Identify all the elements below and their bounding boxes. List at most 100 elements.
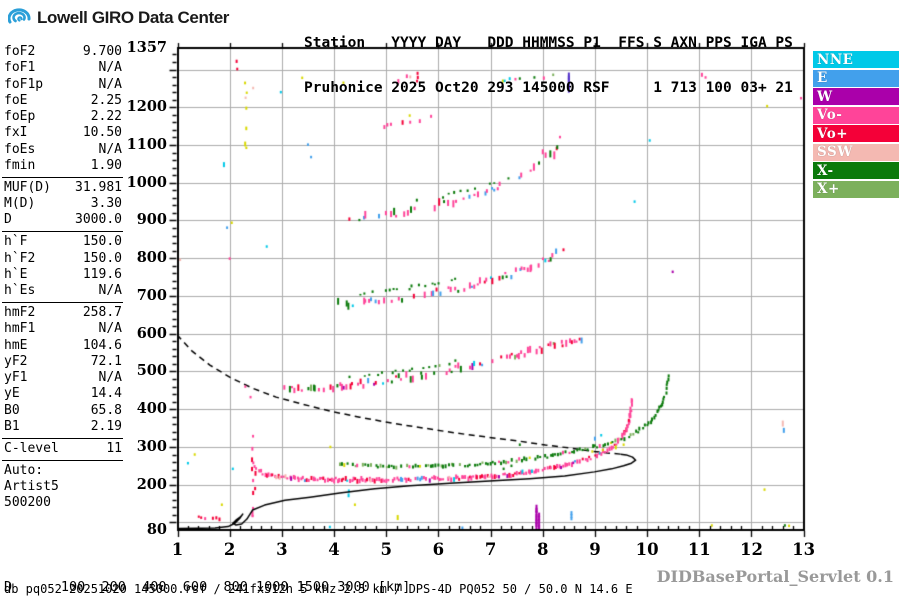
param-value: N/A (98, 141, 122, 157)
param-row: h`F2 150.0 (4, 251, 122, 267)
legend-label: X- (817, 162, 834, 179)
param-row: hmF1 N/A (4, 321, 122, 337)
giro-wave-icon (7, 6, 33, 30)
legend-item-vo+: Vo+ (813, 125, 899, 142)
param-value: 14.4 (90, 386, 122, 402)
param-label: fxI (4, 125, 28, 141)
param-row: B0 65.8 (4, 403, 122, 419)
param-divider (2, 437, 123, 439)
param-row: MUF(D) 31.981 (4, 180, 122, 196)
param-divider (2, 231, 123, 233)
param-value: 3.30 (90, 196, 122, 212)
x-axis-tick-label: 9 (589, 540, 601, 559)
x-axis-tick-label: 3 (276, 540, 288, 559)
param-label: M(D) (4, 196, 36, 212)
legend-label: NNE (817, 51, 854, 68)
x-axis-tick-label: 11 (687, 540, 711, 559)
param-value: 10.50 (82, 125, 122, 141)
measurement-status-line: db pq052 20251020 145000.rsf / 241fx512h… (4, 582, 633, 596)
legend-label: X+ (817, 181, 840, 197)
station-header: Station YYYY DAY DDD HHMMSS P1 FFS S AXN… (304, 6, 793, 126)
y-axis-tick-label: 300 (136, 437, 167, 455)
legend-item-vo-: Vo- (813, 106, 899, 124)
param-row: foEp 2.22 (4, 109, 122, 125)
y-axis-tick-label: 800 (136, 249, 167, 267)
y-axis-tick-label: 400 (136, 400, 167, 418)
param-row: C-level 11 (4, 441, 122, 457)
param-value: 72.1 (90, 353, 122, 369)
param-value: 1.90 (90, 158, 122, 174)
y-axis-tick-label: 80 (146, 521, 167, 538)
param-row: foE 2.25 (4, 93, 122, 109)
y-axis-tick-label: 1200 (126, 98, 167, 116)
y-axis-tick-label: 600 (136, 324, 167, 342)
x-axis-tick-label: 12 (739, 540, 763, 559)
y-axis-tick-label: 1000 (126, 173, 167, 191)
param-label: h`Es (4, 283, 36, 299)
legend-item-nne: NNE (813, 51, 899, 68)
x-axis-tick-label: 13 (792, 540, 816, 559)
param-value: 2.22 (90, 109, 122, 125)
param-divider (2, 459, 123, 461)
param-value: 104.6 (82, 337, 122, 353)
param-label: foF1 (4, 60, 36, 76)
x-axis-tick-label: 10 (635, 540, 659, 559)
param-value: 31.981 (75, 179, 122, 195)
x-axis-tick-label: 4 (328, 540, 340, 559)
param-row: foF2 9.700 (4, 44, 122, 60)
param-row: hmF2 258.7 (4, 305, 122, 321)
param-value: N/A (98, 370, 122, 386)
param-label: h`F (4, 234, 28, 250)
param-label: C-level (4, 440, 59, 456)
param-value: N/A (98, 76, 122, 92)
param-row: fxI 10.50 (4, 125, 122, 141)
direction-legend: NNE E W Vo- Vo+ SSW X- X+ (813, 51, 899, 199)
param-row: yE 14.4 (4, 386, 122, 402)
param-label: yE (4, 386, 20, 402)
annotation-line: 500200 (4, 495, 51, 511)
param-label: hmF1 (4, 321, 36, 337)
legend-item-e: E (813, 69, 899, 87)
x-axis-tick-label: 1 (171, 540, 184, 559)
param-row: h`E 119.6 (4, 267, 122, 283)
param-row: foF1 N/A (4, 60, 122, 76)
param-label: fmin (4, 158, 36, 174)
legend-item-w: W (813, 88, 899, 105)
param-row: foEs N/A (4, 142, 122, 158)
param-value: N/A (98, 283, 122, 299)
param-label: foEs (4, 141, 36, 157)
y-axis-tick-label: 1357 (126, 38, 167, 56)
param-row: D 3000.0 (4, 212, 122, 228)
x-axis-tick-label: 7 (484, 540, 497, 559)
logo-title: Lowell GIRO Data Center (37, 8, 230, 27)
scaled-parameters-panel: foF2 9.700 foF1 N/A foF1p N/A foE 2.25 foEp 2.22 f… (2, 44, 123, 512)
param-label: h`E (4, 266, 28, 282)
station-header-values: Pruhonice 2025 Oct20 293 145000 RSF 1 71… (304, 80, 793, 96)
annotation-line: Auto: (4, 462, 44, 478)
param-value: 119.6 (82, 266, 122, 282)
legend-label: SSW (817, 144, 853, 160)
param-divider (2, 176, 123, 178)
y-axis-tick-label: 900 (136, 211, 167, 229)
param-row: foF1p N/A (4, 77, 122, 93)
param-row: h`Es N/A (4, 283, 122, 299)
param-row: yF1 N/A (4, 370, 122, 386)
param-label: h`F2 (4, 250, 36, 266)
x-axis-tick-label: 8 (537, 540, 549, 559)
param-row: M(D) 3.30 (4, 196, 122, 212)
param-value: 3000.0 (75, 212, 122, 228)
param-label: yF1 (4, 370, 28, 386)
legend-item-ssw: SSW (813, 143, 899, 161)
annotation-line: Artist5 (4, 478, 59, 494)
param-label: B0 (4, 402, 20, 418)
y-axis-tick-label: 500 (136, 362, 167, 380)
param-value: 2.19 (90, 419, 122, 435)
param-value: 11 (106, 440, 122, 456)
legend-label: E (817, 70, 828, 86)
y-axis-tick-label: 700 (136, 286, 167, 304)
param-value: 2.25 (90, 92, 122, 108)
distance-row: D 100 200 400 600 800 1000 1500 3000 [km… (4, 579, 411, 596)
x-axis-tick-label: 6 (432, 540, 445, 559)
param-row: fmin 1.90 (4, 158, 122, 174)
